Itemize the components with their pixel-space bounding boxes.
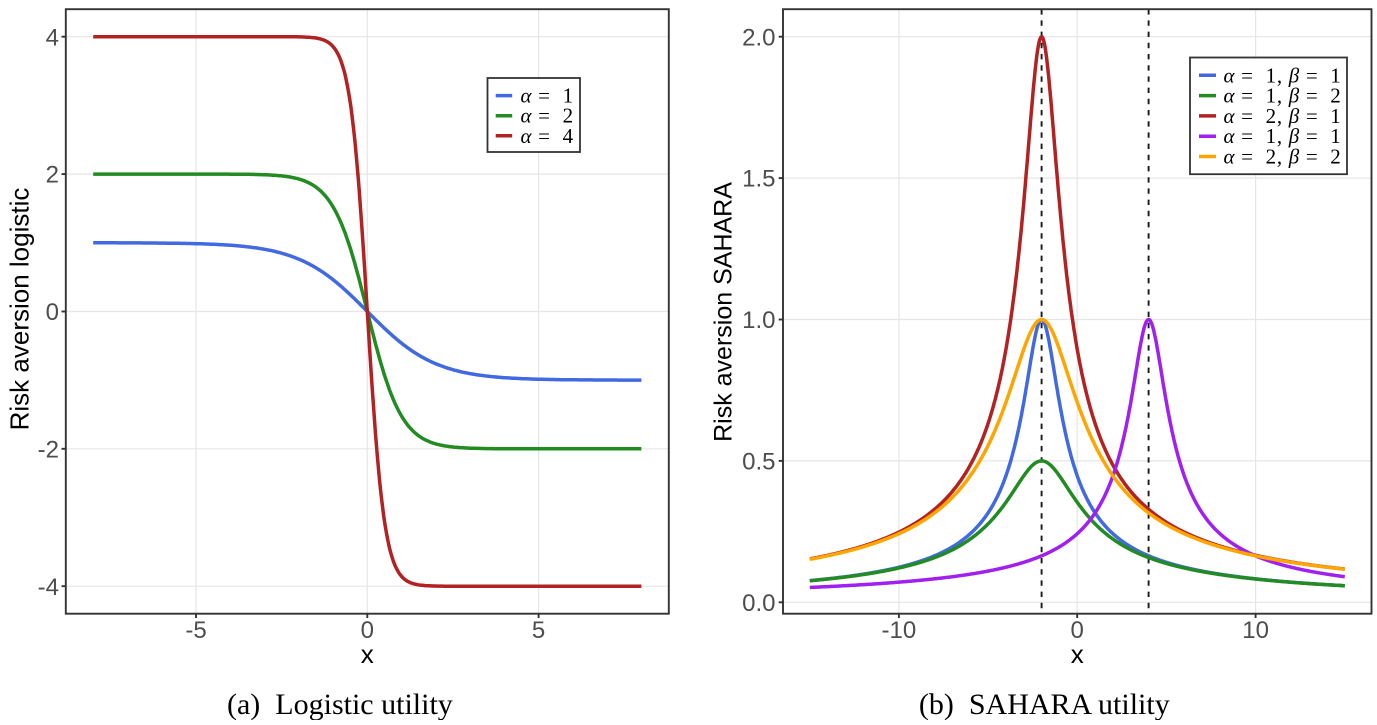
svg-text:-4: -4 (38, 574, 59, 601)
svg-text:4: 4 (46, 24, 59, 51)
svg-text:α = 2, β = 2: α = 2, β = 2 (1224, 145, 1342, 169)
svg-text:α = 1, β = 2: α = 1, β = 2 (1224, 84, 1342, 108)
svg-text:10: 10 (1242, 617, 1269, 644)
svg-text:α = 1, β = 1: α = 1, β = 1 (1224, 124, 1342, 148)
svg-text:α = 2, β = 1: α = 2, β = 1 (1224, 104, 1342, 128)
svg-text:0: 0 (1071, 617, 1084, 644)
svg-text:Risk aversion logistic: Risk aversion logistic (5, 188, 35, 431)
svg-text:0: 0 (361, 617, 374, 644)
svg-text:(b) SAHARA utility: (b) SAHARA utility (919, 688, 1170, 720)
svg-text:0.0: 0.0 (742, 590, 775, 617)
svg-text:α = 4: α = 4 (521, 124, 574, 148)
svg-text:2.0: 2.0 (742, 24, 775, 51)
svg-text:α = 1: α = 1 (521, 84, 574, 108)
svg-text:Risk aversion SAHARA: Risk aversion SAHARA (710, 182, 738, 442)
svg-text:(a) Logistic utility: (a) Logistic utility (227, 688, 453, 720)
svg-text:2: 2 (46, 162, 59, 189)
svg-text:1.0: 1.0 (742, 307, 775, 334)
svg-text:0.5: 0.5 (742, 449, 775, 476)
svg-text:x: x (361, 639, 374, 669)
svg-text:5: 5 (532, 617, 545, 644)
svg-text:-2: -2 (38, 436, 59, 463)
svg-text:-5: -5 (185, 617, 206, 644)
svg-text:-10: -10 (882, 617, 917, 644)
svg-text:α = 2: α = 2 (521, 104, 574, 128)
svg-text:0: 0 (46, 299, 59, 326)
svg-text:α = 1, β = 1: α = 1, β = 1 (1224, 63, 1342, 87)
svg-text:1.5: 1.5 (742, 166, 775, 193)
svg-text:x: x (1071, 639, 1084, 669)
